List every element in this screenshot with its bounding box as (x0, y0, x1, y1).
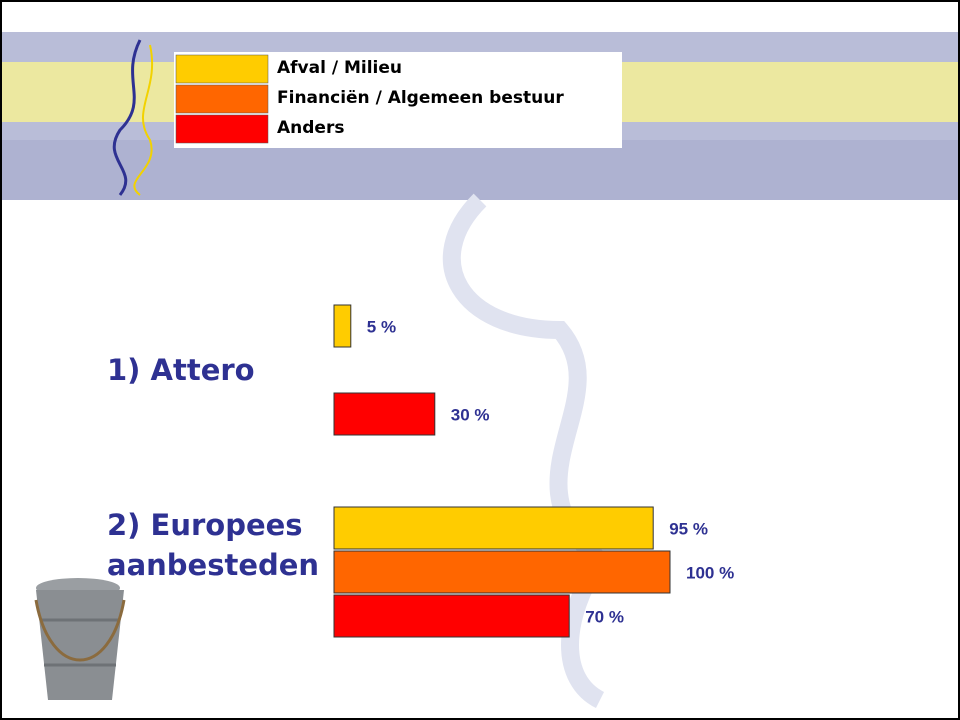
bar (333, 304, 352, 348)
legend-swatch (175, 54, 269, 84)
bar (333, 506, 654, 550)
value-label: 100 % (686, 563, 734, 582)
legend-swatch (175, 114, 269, 144)
value-label: 70 % (585, 607, 624, 626)
category-label: 2) Europees aanbesteden (107, 508, 320, 582)
category-label: 1) Attero (107, 353, 255, 387)
legend-label: Afval / Milieu (277, 58, 402, 78)
bar (333, 392, 436, 436)
bucket (34, 578, 126, 700)
value-label: 95 % (669, 519, 708, 538)
bar (333, 594, 570, 638)
bar (333, 550, 671, 594)
value-label: 30 % (451, 405, 490, 424)
legend-swatch (175, 84, 269, 114)
legend-label: Financiën / Algemeen bestuur (277, 88, 564, 108)
value-label: 5 % (367, 317, 396, 336)
legend-label: Anders (277, 118, 344, 138)
